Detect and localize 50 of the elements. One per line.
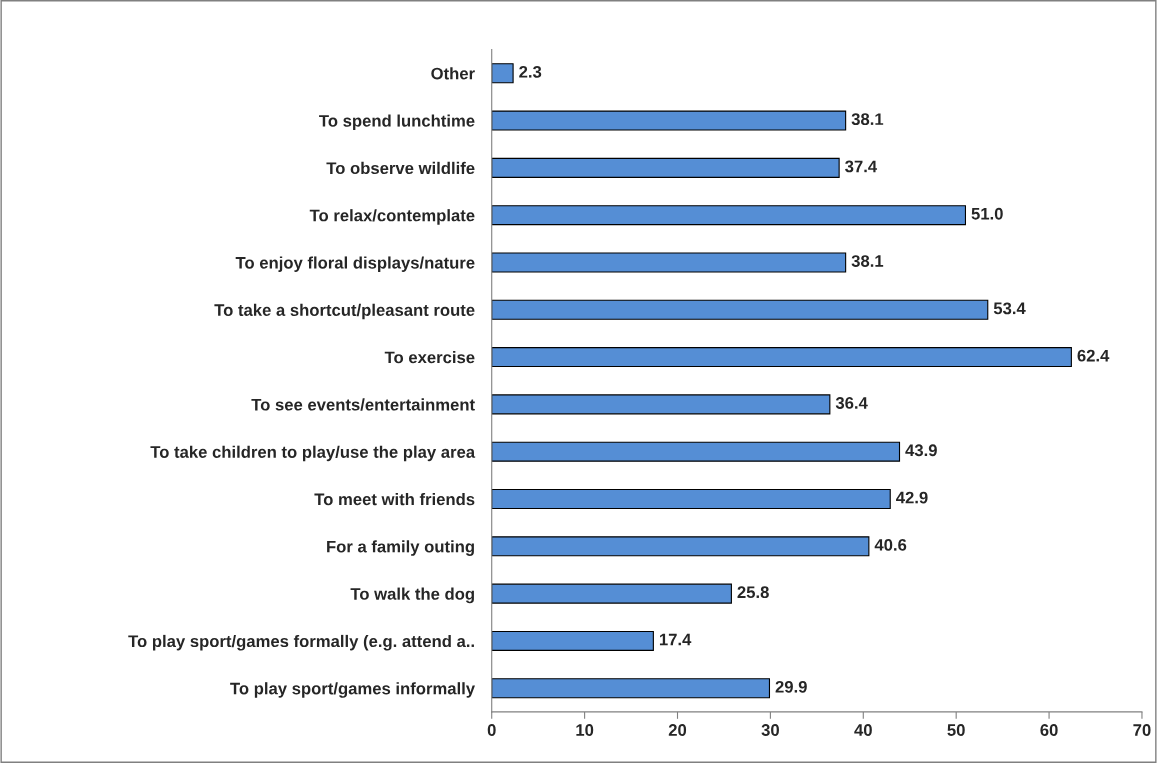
data-label: 17.4 <box>659 633 692 646</box>
y-tick-label: For a family outing <box>327 540 474 556</box>
data-label: 38.1 <box>851 113 884 126</box>
data-label: 43.9 <box>905 444 937 457</box>
y-tick-label: Other <box>431 67 475 80</box>
y-tick-label: To take children to play/use the play area <box>150 445 476 462</box>
y-tick-label: To play sport/games informally <box>230 682 475 698</box>
x-tick-label: 10 <box>576 724 594 736</box>
bar <box>491 110 847 131</box>
y-tick-label: To enjoy floral displays/nature <box>235 256 475 272</box>
data-label: 29.9 <box>775 680 807 693</box>
bar <box>491 63 514 84</box>
y-tick-label: To meet with friends <box>314 492 475 506</box>
x-tick-label: 30 <box>761 724 779 736</box>
bar <box>491 536 870 557</box>
y-tick-label: To see events/entertainment <box>251 398 475 411</box>
bar <box>491 205 967 226</box>
data-label: 51.0 <box>971 207 1003 220</box>
y-tick-label: To observe wildlife <box>326 161 475 175</box>
data-label: 38.1 <box>851 255 884 267</box>
x-tick-label: 0 <box>487 724 496 736</box>
bar <box>491 488 891 510</box>
bar <box>491 583 732 604</box>
x-tick-label: 50 <box>947 724 965 736</box>
bar <box>491 678 771 699</box>
data-label: 42.9 <box>896 491 928 504</box>
data-label: 36.4 <box>835 397 868 409</box>
y-tick-label: To play sport/games formally (e.g. attend a.. <box>128 634 474 651</box>
y-tick-label: To walk the dog <box>350 587 474 604</box>
x-tick-label: 40 <box>854 724 872 736</box>
y-tick-label: To take a shortcut/pleasant route <box>214 303 475 320</box>
data-label: 40.6 <box>874 538 907 551</box>
bar <box>491 157 840 178</box>
bar <box>491 299 989 320</box>
y-tick-label: To exercise <box>384 351 475 364</box>
data-label: 2.3 <box>519 65 542 78</box>
y-tick-label: To spend lunchtime <box>319 114 475 131</box>
bar <box>491 394 831 415</box>
data-label: 37.4 <box>845 160 878 173</box>
bar <box>491 252 847 273</box>
y-tick-label: To relax/contemplate <box>309 209 475 225</box>
bar <box>491 630 654 651</box>
data-label: 25.8 <box>737 586 769 599</box>
bar <box>491 441 901 462</box>
data-label: 62.4 <box>1077 349 1110 362</box>
data-label: 53.4 <box>993 302 1026 315</box>
x-tick-label: 20 <box>668 724 687 736</box>
x-tick-label: 60 <box>1040 724 1058 736</box>
x-tick-label: 70 <box>1133 724 1151 736</box>
bar <box>491 347 1072 368</box>
